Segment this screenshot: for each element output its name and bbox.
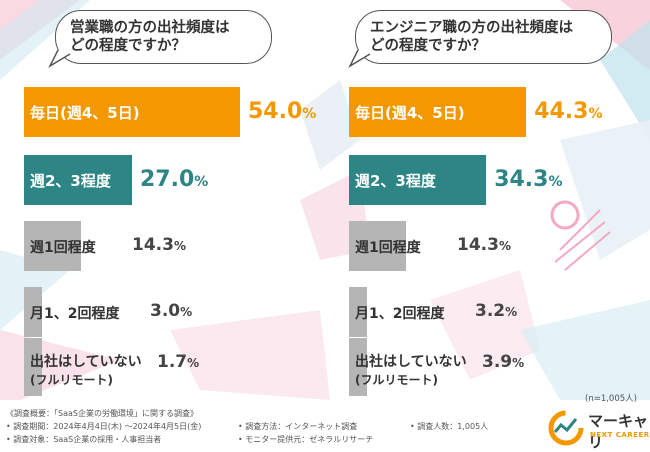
bar [349,221,407,271]
survey-method: • 調査方法：インターネット調査 [238,422,358,431]
category-label: 月1、2回程度 [30,306,120,322]
value-label: 1.7% [157,352,200,372]
logo-name: マーキャリ [588,412,649,451]
category-label: 毎日(週4、5日) [355,104,465,122]
category-label: 毎日(週4、5日) [30,104,140,122]
category-label: 週2、3程度 [355,172,436,190]
bar [349,287,367,337]
category-label: 出社はしていない (フルリモート) [30,354,142,387]
bar [24,338,42,396]
bar [24,155,132,205]
survey-count: • 調査人数：1,005人 [410,422,489,431]
bar [24,87,240,137]
question-bubble [355,10,612,64]
bar [24,287,42,337]
bar [349,87,527,137]
category-label: 週1回程度 [30,240,96,256]
category-label: 出社はしていない (フルリモート) [355,354,467,387]
bar [349,338,367,396]
chart-panel-engineer: エンジニア職の方の出社頻度は どの程度ですか？ 毎日(週4、5日) 44.3% 週2… [325,0,645,396]
survey-target: • 調査対象：SaaS企業の採用・人事担当者 [6,435,162,444]
bar [349,155,487,205]
value-label: 34.3% [494,167,563,192]
bubble-tail [348,50,371,68]
value-label: 27.0% [140,167,209,192]
bubble-tail [48,50,71,68]
sample-size-note: (n=1,005人) [585,394,637,404]
value-label: 54.0% [248,99,317,124]
value-label: 3.9% [482,352,525,372]
category-label: 月1、2回程度 [355,306,445,322]
bar [24,221,82,271]
value-label: 14.3% [132,235,186,255]
survey-provider: • モニター提供元：ゼネラルリサーチ [238,435,374,444]
survey-overview: 《調査概要：「SaaS企業の労働環境」に関する調査》 [6,409,198,418]
value-label: 14.3% [457,235,511,255]
value-label: 44.3% [534,99,603,124]
category-label: 週1回程度 [355,240,421,256]
logo-icon [548,410,584,446]
question-title: 営業職の方の出社頻度は どの程度ですか？ [70,20,230,54]
question-bubble [55,10,272,64]
question-title: エンジニア職の方の出社頻度は どの程度ですか？ [370,20,573,54]
category-label: 週2、3程度 [30,172,111,190]
survey-period: • 調査期間：2024年4月4日(木) ～2024年4月5日(金) [6,422,202,431]
logo-sub: NEXT CAREER [590,431,650,439]
chart-panel-sales: 営業職の方の出社頻度は どの程度ですか？ 毎日(週4、5日) 54.0% 週2、3程… [0,0,320,396]
value-label: 3.0% [150,301,193,321]
value-label: 3.2% [475,301,518,321]
